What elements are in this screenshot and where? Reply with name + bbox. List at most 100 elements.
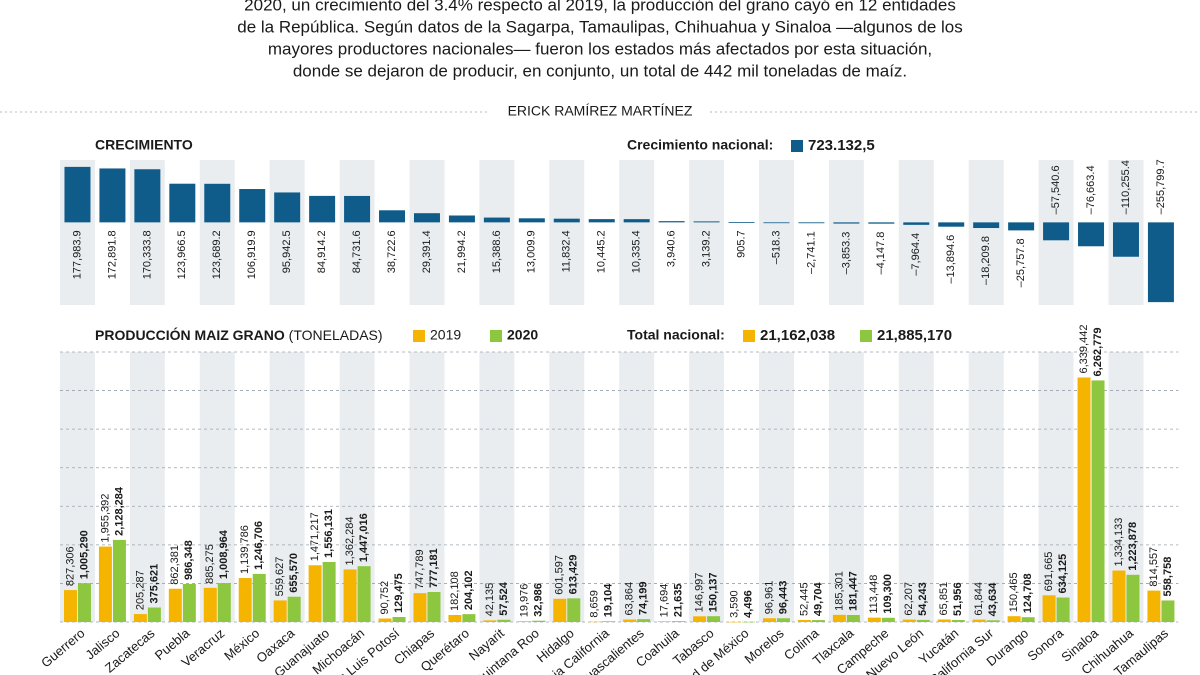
value-label: 1,008,964 <box>218 529 230 579</box>
legend-swatch <box>413 330 425 342</box>
value-label: 52,445 <box>798 582 810 616</box>
bar <box>64 166 91 223</box>
column-band <box>968 352 1004 622</box>
value-label: 96,443 <box>777 581 789 615</box>
value-label: 1,362,284 <box>344 517 356 566</box>
bar <box>1021 617 1035 622</box>
bar <box>832 614 846 622</box>
column-band <box>549 160 585 305</box>
bar <box>322 561 336 622</box>
chart-title: CRECIMIENTO <box>95 137 193 153</box>
legend-swatch <box>743 330 755 342</box>
value-label: 1,139,786 <box>239 525 251 574</box>
bar <box>833 222 860 224</box>
bar <box>309 195 336 223</box>
value-label: –3,853.3 <box>840 232 852 275</box>
column-band <box>339 160 375 305</box>
bar <box>846 615 860 622</box>
column-band <box>828 352 864 622</box>
value-label: –110,255.4 <box>1120 160 1132 214</box>
column-band <box>619 160 655 305</box>
value-label: 1,334,133 <box>1113 518 1125 567</box>
bar <box>238 578 252 622</box>
value-label: 42,135 <box>484 583 496 617</box>
value-label: 10,445.2 <box>596 230 608 273</box>
value-label: –518.3 <box>770 231 782 265</box>
bar <box>658 221 685 223</box>
value-label: 204,102 <box>463 570 475 610</box>
bar <box>693 616 707 622</box>
bar <box>427 592 441 622</box>
bar <box>239 189 266 223</box>
bar <box>623 619 637 622</box>
bar <box>742 621 756 623</box>
column-band <box>898 352 934 622</box>
value-label: 777,181 <box>428 548 440 588</box>
column-band <box>759 160 794 305</box>
legend-swatch <box>490 330 502 342</box>
bar <box>182 583 196 622</box>
value-label: 182,108 <box>449 571 461 611</box>
bar <box>588 621 602 623</box>
bar <box>937 619 951 622</box>
bar <box>168 588 182 622</box>
bar <box>588 219 615 223</box>
bar <box>63 590 77 622</box>
bar <box>602 621 616 622</box>
value-label: 827,306 <box>64 546 76 586</box>
value-label: 51,956 <box>952 582 964 616</box>
bar <box>134 169 161 223</box>
bar <box>972 619 986 622</box>
bar <box>287 596 301 622</box>
value-label: 3,139.2 <box>700 230 712 267</box>
bar <box>413 593 427 622</box>
value-label: 559,627 <box>274 557 286 597</box>
value-label: 49,704 <box>812 582 824 617</box>
value-label: 862,381 <box>169 545 181 585</box>
value-label: 613,429 <box>568 555 580 595</box>
value-label: 65,851 <box>938 582 950 616</box>
intro-line: mayores productores nacionales— fueron l… <box>268 39 932 58</box>
bar <box>1147 222 1174 303</box>
bar <box>973 222 1000 229</box>
column-band <box>619 352 655 622</box>
total-value: 21,885,170 <box>877 327 952 344</box>
column-band <box>409 352 445 622</box>
value-label: 2,128,284 <box>113 486 125 536</box>
bar <box>518 218 545 223</box>
value-label: 11,832.4 <box>561 230 573 272</box>
bar <box>1112 222 1139 257</box>
column-band <box>828 160 864 305</box>
national-label: Crecimiento nacional: <box>627 137 773 153</box>
column-band <box>689 352 725 622</box>
value-label: 6,262,779 <box>1092 327 1104 376</box>
column-band <box>269 160 305 305</box>
bar <box>1043 222 1070 241</box>
value-label: 62,207 <box>903 582 915 616</box>
bar <box>1112 570 1126 622</box>
bar <box>133 614 147 622</box>
value-label: 32,986 <box>533 583 545 617</box>
bar <box>672 621 686 622</box>
bar <box>707 616 721 622</box>
bar <box>1042 595 1056 622</box>
bar <box>798 222 825 224</box>
national-value: 723.132,5 <box>808 137 875 154</box>
bar <box>532 620 546 622</box>
column-band <box>479 160 515 305</box>
bar <box>763 222 790 224</box>
column-band <box>409 160 445 305</box>
value-label: 3,940.6 <box>666 230 678 267</box>
value-label: 84,731.6 <box>351 230 363 273</box>
bar <box>728 621 742 623</box>
bar <box>273 600 287 622</box>
value-label: –2,741.1 <box>805 231 817 274</box>
bar <box>497 619 511 622</box>
column-band <box>898 160 934 305</box>
bar <box>483 217 510 223</box>
bar <box>1008 222 1035 231</box>
value-label: 61,844 <box>973 582 985 616</box>
value-label: 170,333.8 <box>141 230 153 279</box>
bar <box>392 617 406 622</box>
